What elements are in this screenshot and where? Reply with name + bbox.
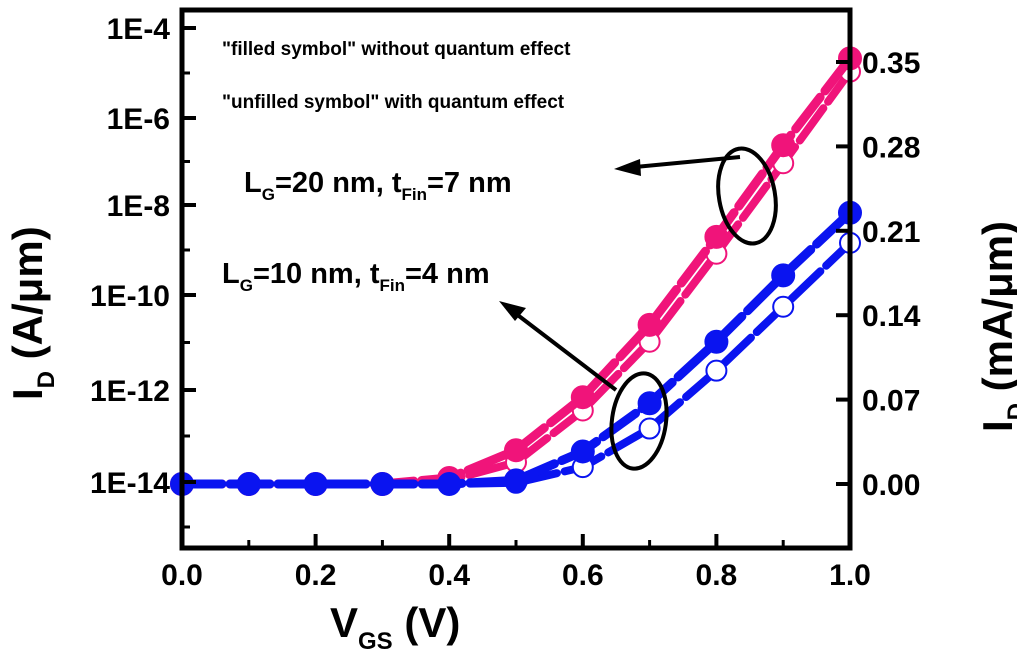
label-lg20: LG=20 nm, tFin=7 nm (244, 167, 512, 204)
data-point (303, 472, 328, 496)
data-point (704, 224, 729, 249)
data-point (504, 468, 528, 493)
y-right-tick-label: 0.35 (862, 47, 920, 80)
y-axis-right-label: ID (mA/μm) (974, 221, 1017, 432)
y-right-tick-label: 0.14 (862, 300, 921, 333)
arrowhead-lg20-icon (614, 159, 641, 176)
data-point (771, 263, 796, 288)
y-axis-left-label: ID (A/μm) (4, 226, 60, 400)
x-tick-label: 0.8 (696, 559, 738, 592)
label-lg10: LG=10 nm, tFin=4 nm (222, 258, 490, 295)
data-point (772, 295, 795, 318)
data-point (570, 439, 595, 464)
data-point (504, 438, 528, 463)
ellipse-lg10 (609, 371, 669, 471)
data-point (637, 312, 662, 337)
data-point (638, 417, 661, 440)
x-tick-label: 0.4 (428, 559, 470, 592)
x-tick-label: 0.2 (295, 559, 337, 592)
annotation-unfilled: "unfilled symbol" with quantum effect (222, 92, 565, 113)
y-left-tick-label: 1E-6 (107, 103, 170, 136)
x-tick-label: 0.0 (161, 559, 203, 592)
y-right-tick-label: 0.21 (862, 216, 920, 249)
data-point (370, 472, 395, 496)
y-left-tick-label: 1E-4 (107, 13, 171, 46)
y-left-tick-label: 1E-10 (90, 280, 170, 313)
x-tick-label: 0.6 (562, 559, 604, 592)
data-point (236, 472, 261, 496)
arrow-lg20 (634, 155, 741, 169)
annotation-filled: "filled symbol" without quantum effect (222, 39, 571, 60)
x-tick-label: 1.0 (829, 559, 871, 592)
data-point (437, 472, 462, 496)
data-point (705, 359, 728, 382)
data-point (637, 391, 662, 416)
y-left-tick-label: 1E-8 (107, 190, 170, 223)
arrowhead-lg10-icon (499, 301, 526, 321)
data-point (771, 133, 796, 158)
ellipse-lg20 (716, 146, 778, 246)
y-right-tick-label: 0.00 (862, 469, 920, 502)
y-left-tick-label: 1E-12 (90, 375, 170, 408)
data-point (704, 329, 729, 354)
data-point (570, 385, 595, 410)
y-right-tick-label: 0.07 (862, 385, 920, 418)
y-right-tick-label: 0.28 (862, 131, 920, 164)
arrow-lg10 (513, 311, 618, 392)
x-axis-label: VGS (V) (330, 599, 460, 655)
y-left-tick-label: 1E-14 (90, 467, 170, 500)
